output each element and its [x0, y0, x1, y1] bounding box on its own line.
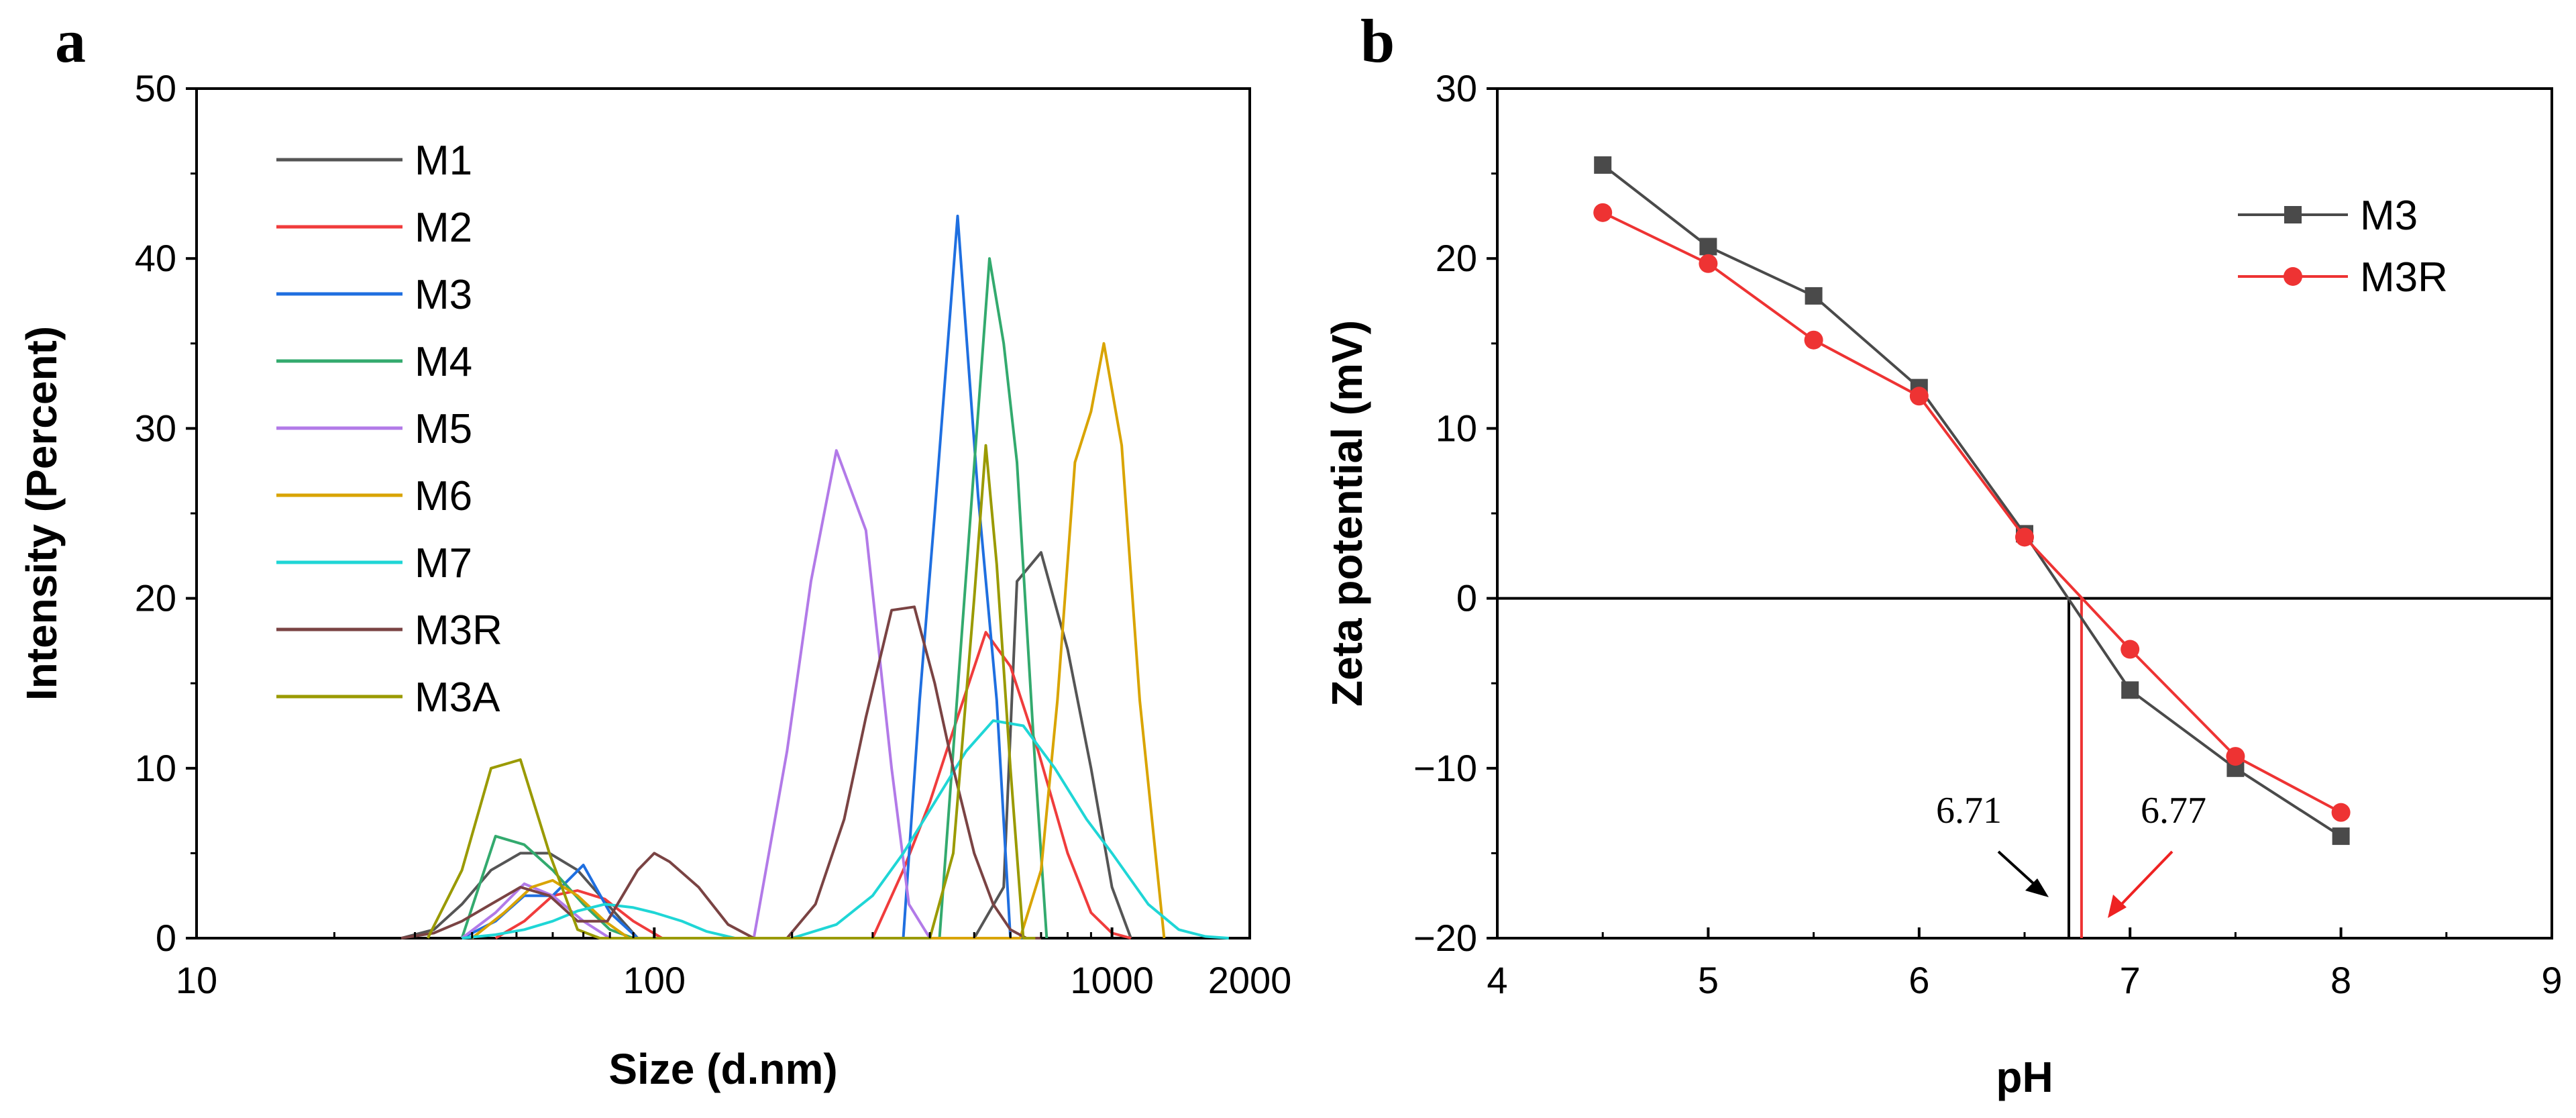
annotation-arrow-6-77: [2118, 850, 2174, 907]
data-point-m3: [2332, 827, 2350, 846]
data-point-m3: [1699, 238, 1717, 256]
x-axis-title-a: Size (d.nm): [608, 1045, 837, 1093]
x-tick-label-a: 1000: [1070, 959, 1154, 1001]
data-point-m3: [1805, 287, 1823, 305]
legend-label-zeta-m3r: M3R: [2360, 254, 2448, 301]
y-tick-label-b: 20: [1436, 237, 1477, 279]
x-tick-label-b: 4: [1487, 959, 1507, 1001]
x-tick-label-b: 9: [2541, 959, 2562, 1001]
y-tick-label-b: 0: [1456, 577, 1477, 619]
size-series-group: [400, 214, 1229, 939]
legend-label-m2: M2: [415, 205, 472, 251]
y-tick-label-a: 30: [135, 407, 176, 449]
x-tick-label-b: 5: [1698, 959, 1719, 1001]
legend-a: M1 M2 M3 M4 M5 M6 M7 M3R M3A: [276, 138, 502, 721]
series-line-m3: [461, 214, 1024, 939]
y-axis-title-b: Zeta potential (mV): [1323, 320, 1371, 707]
data-point-m3r: [2331, 803, 2351, 822]
y-tick-label-a: 0: [156, 917, 176, 959]
series-line-m4: [460, 257, 1049, 939]
y-tick-label-a: 10: [135, 747, 176, 789]
axis-ticks-b: 4 5 6 7 8 9 −20 −10 0 10 20 30: [1413, 67, 2563, 1001]
x-axis-title-b: pH: [1996, 1053, 2053, 1101]
data-point-m3: [1594, 156, 1612, 174]
y-tick-label-a: 50: [135, 67, 176, 109]
series-line-m3r: [400, 605, 1041, 939]
series-line-m5: [461, 449, 931, 939]
legend-label-m3r: M3R: [415, 607, 502, 654]
data-point-m3r: [2121, 640, 2140, 659]
data-point-m3r: [1593, 203, 1613, 222]
y-tick-label-b: 30: [1436, 67, 1477, 109]
y-tick-label-a: 20: [135, 577, 176, 619]
data-point-m3: [2121, 681, 2139, 699]
annotation-arrow-6-71: [1997, 850, 2037, 886]
annotation-label-6-77: 6.77: [2141, 790, 2206, 831]
legend-marker-m3: [2284, 206, 2302, 223]
zeta-series-group: 6.71 6.77: [1497, 156, 2552, 938]
legend-label-m5: M5: [415, 406, 472, 452]
y-axis-title-a: Intensity (Percent): [17, 326, 66, 701]
legend-label-m3: M3: [415, 272, 472, 318]
x-tick-label-a: 10: [176, 959, 217, 1001]
plot-frame-a: [195, 87, 1251, 939]
x-tick-label-a: 2000: [1208, 959, 1292, 1001]
annotation-arrowhead-6-71: [2025, 878, 2049, 897]
series-line-zeta-m3: [1601, 164, 2342, 837]
annotation-label-6-71: 6.71: [1936, 790, 2002, 831]
data-point-m3r: [1804, 330, 1823, 350]
legend-marker-m3r: [2284, 267, 2302, 286]
series-line-zeta-m3r: [1602, 211, 2342, 814]
series-line-m7: [462, 719, 1229, 939]
y-tick-label-b: −10: [1413, 747, 1477, 789]
series-line-m1: [400, 551, 1132, 939]
panel-letter-a: a: [55, 7, 86, 75]
y-tick-label-a: 40: [135, 237, 176, 279]
annotation-arrowhead-6-77: [2108, 895, 2127, 918]
legend-label-zeta-m3: M3: [2360, 193, 2418, 239]
x-tick-label-b: 8: [2330, 959, 2351, 1001]
x-tick-label-b: 7: [2120, 959, 2141, 1001]
data-point-m3r: [1699, 254, 1718, 273]
y-tick-label-b: 10: [1436, 407, 1477, 449]
data-point-m3r: [2226, 747, 2245, 766]
series-line-m6: [471, 342, 1166, 939]
panel-letter-b: b: [1360, 7, 1395, 75]
data-point-m3r: [1909, 387, 1929, 406]
legend-label-m6: M6: [415, 473, 472, 519]
legend-label-m3a: M3A: [415, 674, 500, 721]
data-point-m3r: [2015, 527, 2034, 547]
y-tick-label-b: −20: [1413, 917, 1477, 959]
legend-label-m1: M1: [415, 138, 472, 184]
legend-label-m4: M4: [415, 339, 472, 385]
x-tick-label-b: 6: [1909, 959, 1929, 1001]
legend-label-m7: M7: [415, 540, 472, 587]
x-tick-label-a: 100: [623, 959, 686, 1001]
